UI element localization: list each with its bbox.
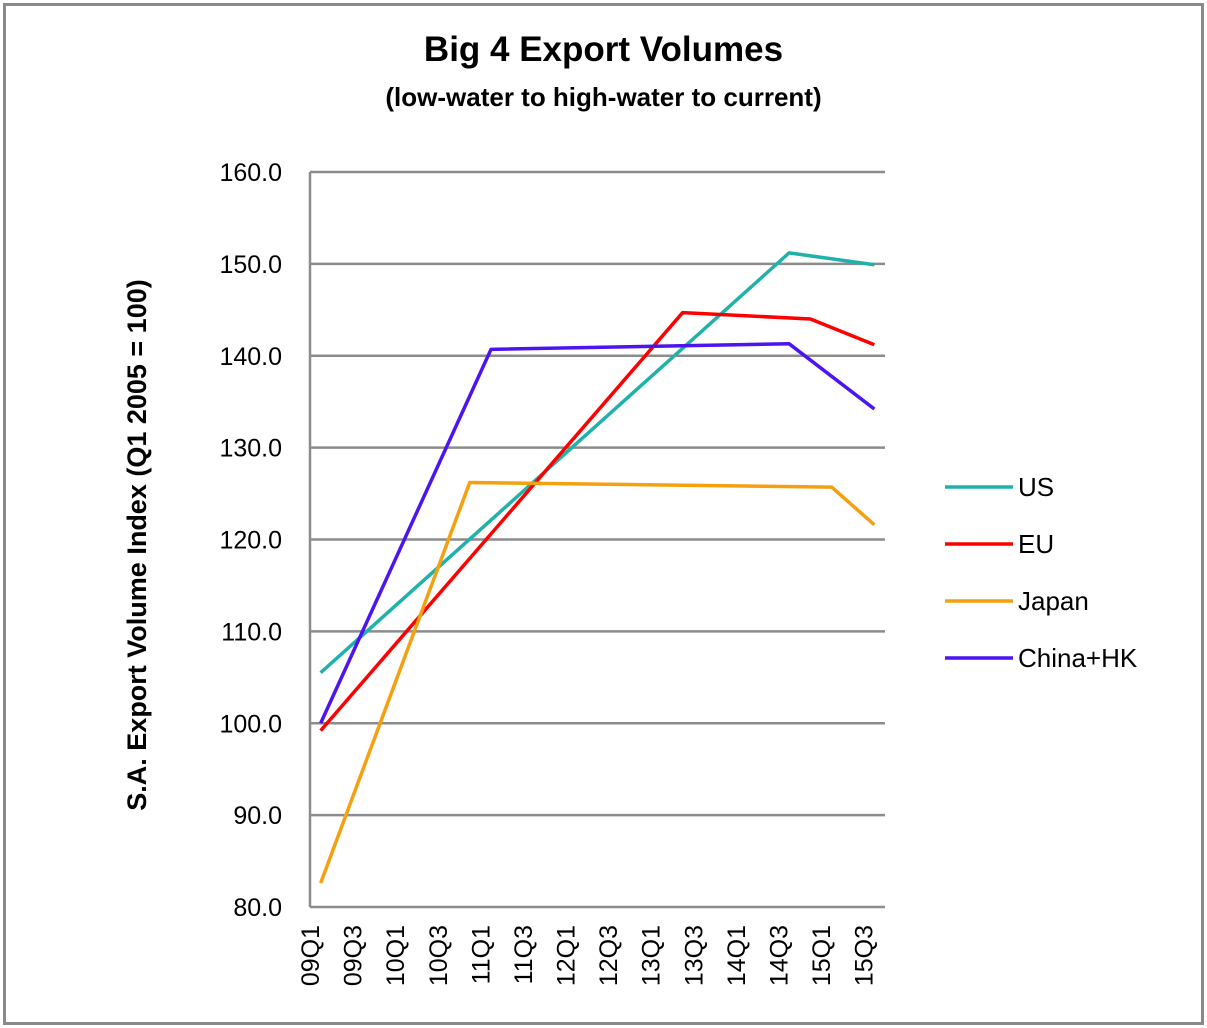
chart-frame [3,3,1204,1025]
x-tick-label: 14Q3 [766,925,794,986]
y-tick-label: 130.0 [219,435,282,463]
series-line-china-hk [319,342,876,724]
x-tick-label: 14Q1 [723,925,751,986]
x-tick-label: 15Q3 [851,925,879,986]
y-tick-label: 120.0 [219,527,282,555]
legend-label: EU [1018,529,1054,559]
legend-label: US [1018,472,1054,502]
chart-subtitle: (low-water to high-water to current) [385,82,822,112]
y-tick-label: 100.0 [219,710,282,738]
legend-label: China+HK [1018,643,1138,673]
chart-title: Big 4 Export Volumes [423,30,784,69]
x-tick-label: 09Q1 [297,925,325,986]
y-axis-label: S.A. Export Volume Index (Q1 2005 = 100) [122,279,152,810]
series-line-us [319,251,875,675]
series-line-japan [319,480,876,884]
x-tick-label: 11Q3 [510,925,538,984]
y-tick-label: 140.0 [219,343,282,371]
x-tick-label: 09Q3 [340,925,368,986]
x-tick-label: 12Q3 [595,925,623,986]
y-tick-label: 150.0 [219,251,282,279]
x-tick-label: 15Q1 [808,925,836,986]
x-tick-label: 12Q1 [553,925,581,986]
x-tick-label: 13Q3 [680,925,708,986]
x-tick-label: 10Q3 [425,925,453,986]
x-tick-label: 10Q1 [382,925,410,986]
x-tick-label: 11Q1 [467,925,495,984]
x-tick-label: 13Q1 [638,925,666,986]
y-tick-label: 80.0 [233,894,282,922]
y-tick-label: 110.0 [221,618,282,646]
y-tick-label: 90.0 [233,802,282,830]
series-line-eu [319,310,876,732]
legend-label: Japan [1018,586,1089,616]
y-tick-label: 160.0 [219,159,282,187]
